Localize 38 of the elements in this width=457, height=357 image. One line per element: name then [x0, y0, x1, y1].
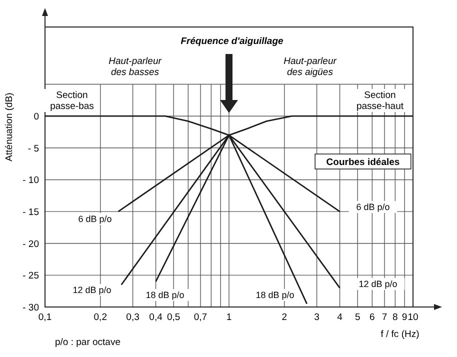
y-tick-label: - 30 — [22, 302, 39, 314]
annotation: Fréquence d'aiguillage — [180, 36, 284, 47]
annotation: 12 dB p/o — [358, 279, 398, 289]
x-tick-label: 1 — [226, 312, 232, 323]
x-axis-title: f / fc (Hz) — [380, 329, 420, 340]
annotation: Haut-parleur des aigües — [284, 56, 338, 78]
annotation: Courbes idéales — [326, 157, 400, 168]
y-tick-label: - 10 — [22, 175, 39, 186]
x-tick-label: 7 — [382, 312, 388, 323]
y-tick-label: - 5 — [28, 143, 39, 154]
x-tick-label: 5 — [354, 312, 360, 323]
x-tick-label: 0,1 — [38, 312, 52, 323]
annotation: Haut-parleur des basses — [108, 56, 162, 78]
x-tick-label: 4 — [337, 312, 342, 323]
x-tick-label: 0,3 — [126, 312, 140, 323]
x-tick-label: 9 — [402, 312, 408, 323]
x-tick-label: 0,4 — [149, 312, 162, 323]
x-tick-label: 2 — [282, 312, 288, 323]
annotation: 12 dB p/o — [72, 285, 112, 295]
annotation: 18 dB p/o — [146, 290, 184, 300]
y-tick-label: - 15 — [22, 207, 39, 218]
x-tick-label: 10 — [408, 312, 418, 323]
annotation: 18 dB p/o — [256, 290, 294, 300]
text: p/o : par octave — [55, 337, 120, 348]
annotation: 6 dB p/o — [356, 202, 390, 212]
y-tick-label: - 20 — [22, 238, 39, 250]
x-tick-label: 3 — [314, 312, 320, 323]
x-tick-label: 8 — [392, 312, 398, 323]
x-tick-label: 6 — [370, 312, 375, 323]
x-tick-label: 0,7 — [194, 312, 208, 323]
x-tick-label: 0,2 — [94, 312, 107, 323]
y-tick-label: 0 — [34, 112, 39, 123]
y-tick-label: - 25 — [22, 270, 39, 282]
annotation: Section passe-haut — [356, 90, 404, 112]
annotation: Section passe-bas — [50, 90, 94, 112]
x-tick-label: 0,5 — [167, 312, 180, 323]
annotation: 6 dB p/o — [78, 214, 112, 224]
y-axis-title: Atténuation (dB) — [4, 92, 15, 162]
